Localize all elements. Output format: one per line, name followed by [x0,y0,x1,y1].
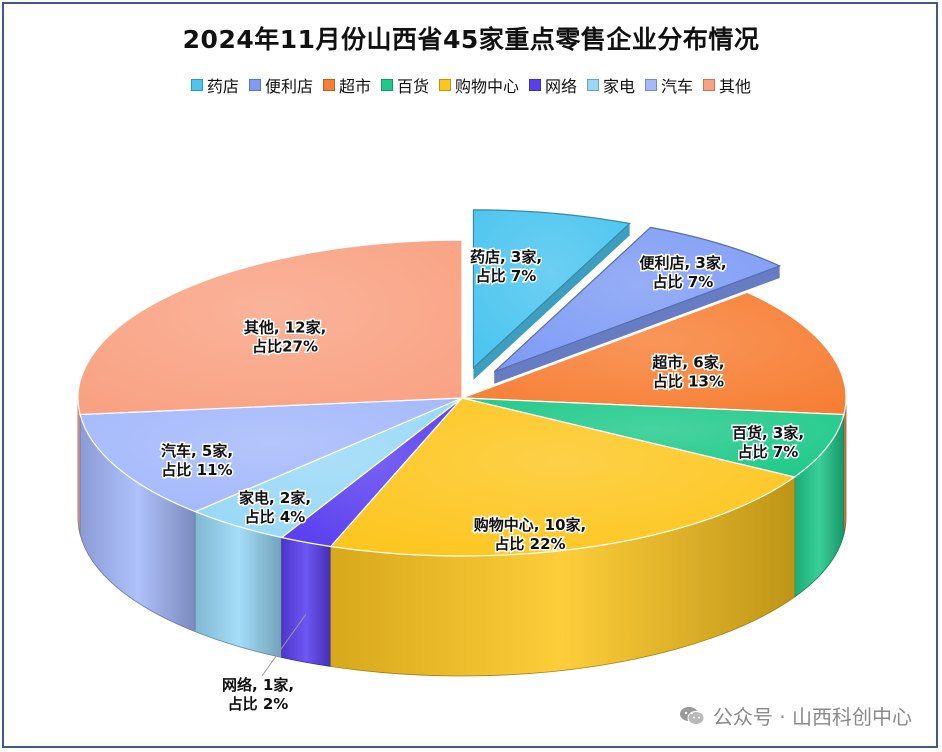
legend-label: 购物中心 [454,77,519,96]
legend-label: 便利店 [264,77,313,96]
legend-swatch [248,79,261,91]
legend-swatch [703,79,716,91]
legend-label: 网络 [545,77,578,96]
slice-其他 [77,239,463,416]
slice-超市 [461,291,847,416]
legend-item: 药店 [190,73,239,97]
legend-item: 汽车 [645,73,693,97]
slice-便利店 [493,226,782,373]
leader-line [261,614,307,677]
legend-label: 超市 [338,77,371,96]
slice-购物中心 [329,397,796,557]
watermark: 公众号 · 山西科创中心 [679,701,912,730]
slice-汽车 [79,397,463,513]
legend-item: 购物中心 [438,73,519,97]
data-label: 其他, 12家, [244,318,327,336]
data-label: 占比 2% [228,695,289,713]
slice-side-网络 [281,537,332,667]
legend-item: 便利店 [248,73,313,97]
data-label: 家电, 2家, [239,489,311,507]
data-label: 占比 4% [245,508,306,526]
legend-item: 家电 [587,73,635,97]
data-label: 占比27% [252,337,318,355]
slice-cut-face [473,223,630,380]
legend-item: 其他 [703,73,751,97]
data-label: 超市, 6家, [651,354,724,372]
legend-label: 其他 [719,77,752,96]
legend-item: 网络 [529,73,577,97]
legend-label: 汽车 [661,77,694,96]
legend-swatch [380,79,393,91]
data-label: 占比 22% [494,535,565,553]
chart-title: 2024年11月份山西省45家重点零售企业分布情况 [182,25,760,54]
legend-swatch [190,79,203,91]
data-label: 药店, 3家, [470,248,542,266]
legend-swatch [645,79,658,91]
slice-cut-face [494,265,780,384]
legend-item: 超市 [322,73,371,97]
data-label: 占比 7% [653,273,714,291]
data-labels: 药店, 3家,占比 7%便利店, 3家,占比 7%超市, 6家,占比 13%百货… [159,247,805,715]
slice-药店 [472,209,631,370]
data-label: 占比 11% [161,461,232,479]
data-label: 占比 7% [738,443,799,461]
pie-tops [77,209,847,557]
legend-swatch [322,79,335,91]
legend-label: 药店 [206,77,239,96]
wechat-icon [679,706,705,725]
chart-legend: 药店 便利店 超市 百货 购物中心 网络 家电 汽车 其他 [0,73,942,97]
data-label: 便利店, 3家, [639,254,726,272]
data-label: 汽车, 5家, [161,442,233,460]
slice-百货 [461,397,845,478]
legend-swatch [587,79,600,91]
legend-label: 家电 [603,77,636,96]
data-label: 百货, 3家, [732,424,804,442]
data-label: 网络, 1家, [222,676,294,694]
data-label: 占比 13% [653,373,724,391]
legend-item: 百货 [380,73,429,97]
watermark-text: 公众号 · 山西科创中心 [712,705,912,729]
legend-swatch [529,79,541,91]
legend-label: 百货 [396,77,429,96]
data-label: 占比 7% [476,267,537,285]
legend-swatch [438,79,451,91]
data-label: 购物中心, 10家, [474,516,587,534]
